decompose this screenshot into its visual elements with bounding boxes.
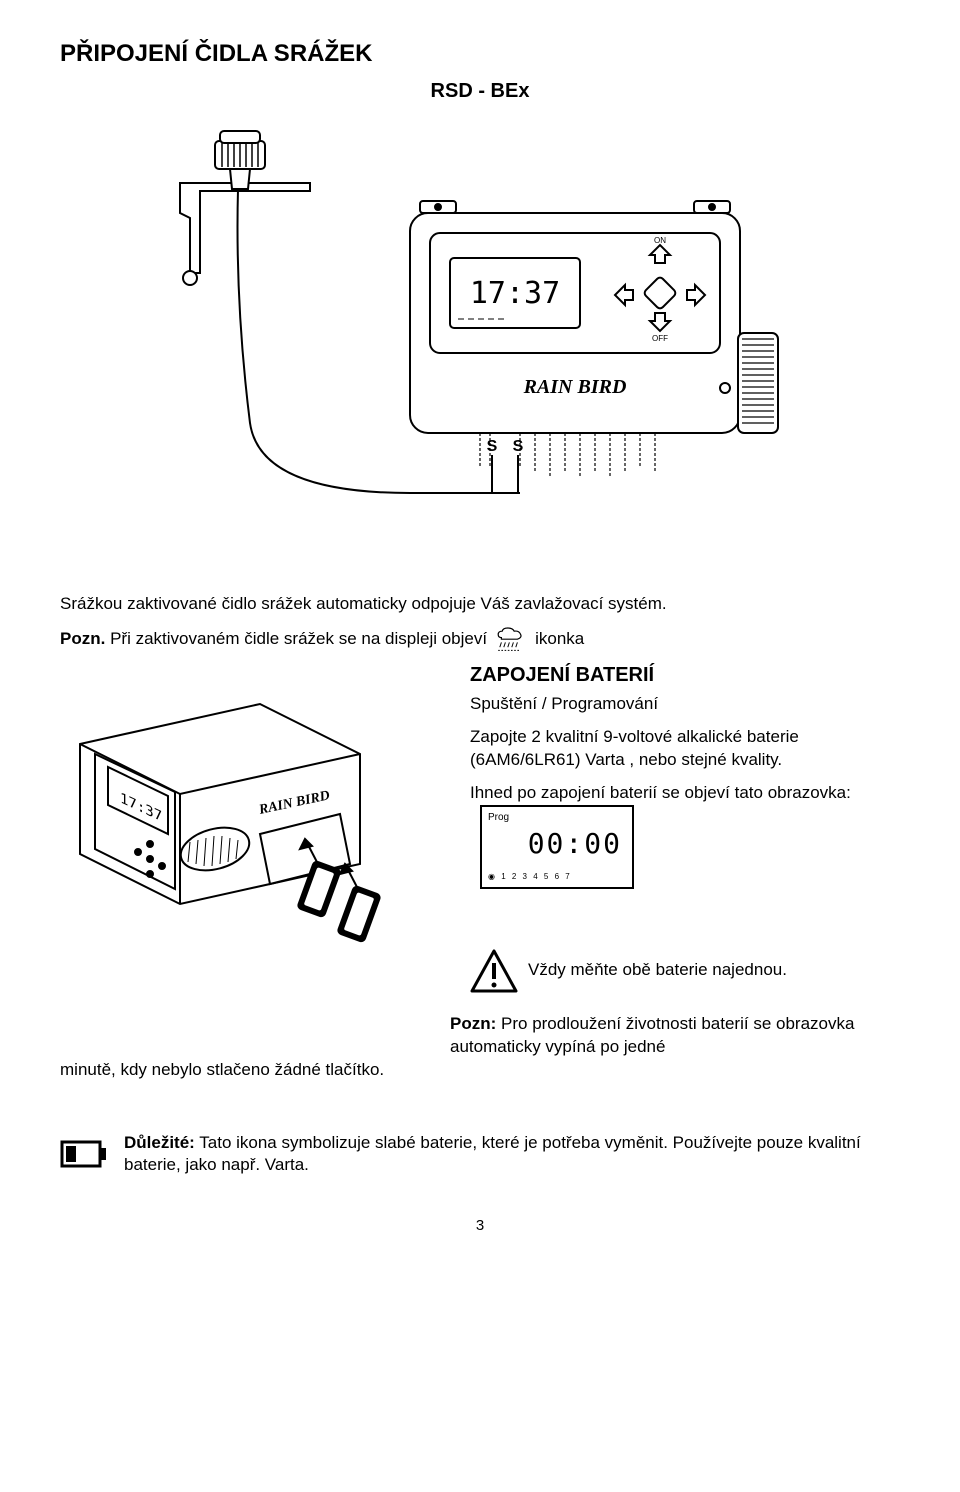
- battery-line-1: Zapojte 2 kvalitní 9-voltové alkalické b…: [470, 726, 900, 772]
- lcd-time-value: 00:00: [482, 807, 632, 863]
- main-diagram: 17:37 ON OFF RAIN BIRD: [120, 123, 840, 573]
- battery-line-2: Ihned po zapojení baterií se objeví tato…: [470, 782, 900, 889]
- note-line-b: minutě, kdy nebylo stlačeno žádné tlačít…: [60, 1059, 900, 1082]
- svg-text:ON: ON: [654, 236, 666, 245]
- warning-row: Vždy měňte obě baterie najednou.: [470, 949, 900, 993]
- controller-icon: 17:37 ON OFF RAIN BIRD: [410, 201, 778, 478]
- brand-label: RAIN BIRD: [523, 376, 627, 398]
- lcd-bottom-row: ◉ 1 2 3 4 5 6 7: [488, 872, 572, 883]
- display-time: 17:37: [470, 276, 560, 311]
- paragraph-2: Pozn. Při zaktivovaném čidle srážek se n…: [60, 626, 900, 654]
- paragraph-1: Srážkou zaktivované čidlo srážek automat…: [60, 593, 900, 616]
- warning-text: Vždy měňte obě baterie najednou.: [528, 959, 787, 982]
- battery-subtitle: Spuštění / Programování: [470, 693, 900, 716]
- sub-heading: RSD - BEx: [60, 80, 900, 103]
- battery-install-diagram: 17:37 RAIN BIRD: [60, 664, 450, 969]
- svg-text:S: S: [487, 438, 498, 455]
- rain-cloud-icon: [495, 626, 527, 654]
- svg-text:OFF: OFF: [652, 334, 668, 343]
- page-heading: PŘIPOJENÍ ČIDLA SRÁŽEK: [60, 40, 900, 68]
- svg-text:S: S: [513, 438, 524, 455]
- page-number: 3: [60, 1217, 900, 1234]
- battery-icon: [297, 861, 380, 943]
- battery-section-title: ZAPOJENÍ BATERIÍ: [470, 664, 900, 687]
- warning-triangle-icon: [470, 949, 518, 993]
- note-line-a: Pozn: Pro prodloužení životnosti baterií…: [450, 1013, 900, 1059]
- low-battery-icon: [60, 1136, 108, 1172]
- important-text: Důležité: Tato ikona symbolizuje slabé b…: [124, 1132, 900, 1178]
- lcd-screenshot: 00:00 ◉ 1 2 3 4 5 6 7: [480, 805, 634, 889]
